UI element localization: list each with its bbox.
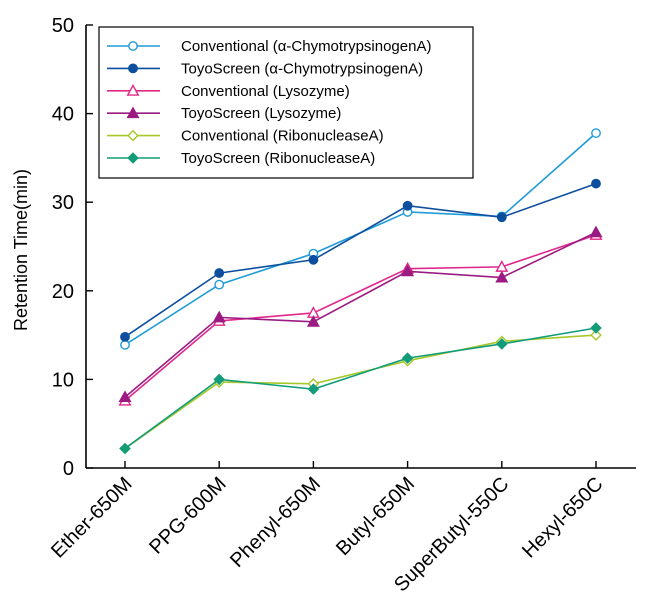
data-point (118, 390, 132, 403)
data-point (308, 254, 319, 265)
legend-item: Conventional (Lysozyme) (107, 83, 350, 100)
x-tick-label: Hexyl-650C (518, 473, 607, 562)
series-line (124, 231, 597, 398)
legend-label: Conventional (RibonucleaseA) (181, 128, 384, 145)
legend-box (98, 26, 474, 179)
legend-label: ToyoScreen (Lysozyme) (181, 105, 341, 122)
data-point (401, 352, 414, 364)
legend: Conventional (α-ChymotrypsinogenA) ToyoSc… (98, 26, 474, 179)
x-tick-label: PPG-600M (145, 473, 231, 559)
y-tick-label: 50 (52, 15, 74, 37)
legend-marker (127, 129, 139, 142)
x-tick-label: Phenyl-650M (226, 473, 325, 572)
legend-marker (126, 106, 140, 119)
data-point (495, 270, 509, 283)
x-tick-label: Butyl-650M (332, 473, 419, 560)
legend-marker (128, 63, 138, 74)
legend-item: ToyoScreen (α-ChymotrypsinogenA) (107, 60, 423, 77)
data-point (590, 329, 602, 341)
series-5 (119, 329, 602, 455)
legend-item: ToyoScreen (Lysozyme) (107, 105, 341, 122)
data-point (212, 310, 226, 323)
series-line (124, 327, 597, 450)
series-4 (118, 225, 603, 403)
data-point (496, 338, 508, 350)
data-point (214, 268, 225, 278)
series-line (124, 234, 597, 402)
data-point (402, 200, 413, 211)
x-tick-label: Ether-650M (47, 473, 136, 562)
legend-label: Conventional (α-ChymotrypsinogenA) (181, 38, 431, 55)
legend-item: Conventional (α-ChymotrypsinogenA) (107, 38, 431, 55)
y-tick-label: 10 (52, 369, 74, 391)
y-tick-label: 20 (52, 281, 74, 303)
legend-marker (126, 84, 140, 96)
legend-label: ToyoScreen (RibonucleaseA) (181, 150, 375, 167)
data-point (213, 373, 225, 386)
legend-item: ToyoScreen (RibonucleaseA) (107, 150, 375, 167)
data-point (496, 212, 507, 223)
series-2 (120, 178, 601, 342)
series-3 (118, 228, 603, 406)
y-axis-title: Retention Time(min) (11, 169, 31, 331)
data-point (119, 442, 131, 455)
data-point (401, 264, 415, 277)
series-line (124, 182, 597, 338)
data-point (120, 339, 130, 350)
legend-item: Conventional (RibonucleaseA) (107, 128, 384, 145)
data-point (120, 331, 130, 342)
legend-label: ToyoScreen (α-ChymotrypsinogenA) (181, 60, 423, 77)
legend-marker (128, 41, 138, 51)
legend-label: Conventional (Lysozyme) (181, 83, 350, 100)
y-tick-label: 40 (52, 104, 74, 126)
data-point (214, 279, 225, 290)
data-point (590, 322, 602, 334)
legend-marker (127, 152, 139, 164)
data-point (307, 383, 320, 395)
y-tick-label: 0 (63, 458, 74, 480)
y-tick-label: 30 (52, 192, 74, 214)
series-6 (119, 322, 602, 455)
data-point (591, 178, 601, 189)
data-point (591, 128, 601, 138)
series-line (124, 334, 597, 450)
data-point (589, 225, 603, 238)
data-point (306, 315, 320, 327)
series-group (118, 128, 603, 455)
